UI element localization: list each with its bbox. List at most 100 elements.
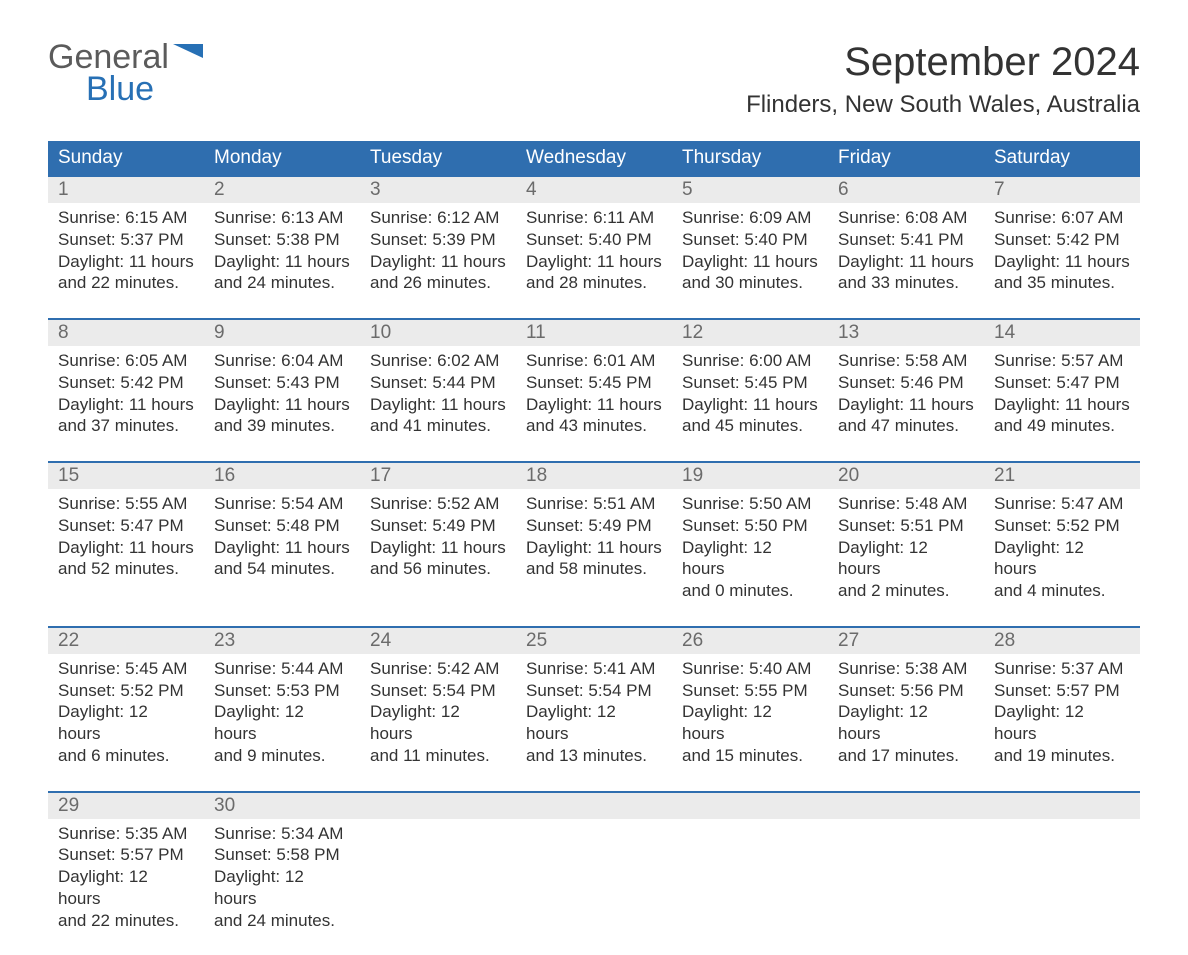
day-cell: Sunrise: 6:04 AMSunset: 5:43 PMDaylight:… (204, 346, 360, 461)
day-cell: Sunrise: 5:40 AMSunset: 5:55 PMDaylight:… (672, 654, 828, 791)
day-cell: Sunrise: 5:52 AMSunset: 5:49 PMDaylight:… (360, 489, 516, 626)
daylight-line1: Daylight: 11 hours (214, 537, 350, 559)
day-cell: Sunrise: 5:51 AMSunset: 5:49 PMDaylight:… (516, 489, 672, 626)
sunset-text: Sunset: 5:48 PM (214, 515, 350, 537)
day-cell (360, 819, 516, 955)
day-number: 14 (984, 320, 1140, 346)
day-cell (984, 819, 1140, 955)
day-number: 20 (828, 463, 984, 489)
sunrise-text: Sunrise: 6:15 AM (58, 207, 194, 229)
calendar-week: 22232425262728Sunrise: 5:45 AMSunset: 5:… (48, 626, 1140, 791)
sunset-text: Sunset: 5:52 PM (994, 515, 1130, 537)
daylight-line1: Daylight: 11 hours (370, 537, 506, 559)
daylight-line2: and 26 minutes. (370, 272, 506, 294)
day-cell: Sunrise: 5:57 AMSunset: 5:47 PMDaylight:… (984, 346, 1140, 461)
daylight-line1: Daylight: 12 hours (682, 537, 818, 581)
day-number: 3 (360, 177, 516, 203)
daylight-line1: Daylight: 11 hours (838, 394, 974, 416)
daylight-line1: Daylight: 11 hours (994, 394, 1130, 416)
day-cell: Sunrise: 5:50 AMSunset: 5:50 PMDaylight:… (672, 489, 828, 626)
sunrise-text: Sunrise: 5:48 AM (838, 493, 974, 515)
sunrise-text: Sunrise: 5:37 AM (994, 658, 1130, 680)
day-number: 23 (204, 628, 360, 654)
sunset-text: Sunset: 5:39 PM (370, 229, 506, 251)
daylight-line2: and 11 minutes. (370, 745, 506, 767)
sunrise-text: Sunrise: 5:50 AM (682, 493, 818, 515)
sunset-text: Sunset: 5:52 PM (58, 680, 194, 702)
daylight-line2: and 58 minutes. (526, 558, 662, 580)
day-number: 5 (672, 177, 828, 203)
daylight-line1: Daylight: 11 hours (214, 394, 350, 416)
sunrise-text: Sunrise: 5:35 AM (58, 823, 194, 845)
daylight-line2: and 22 minutes. (58, 910, 194, 932)
logo: General Blue (48, 40, 203, 106)
sunset-text: Sunset: 5:55 PM (682, 680, 818, 702)
sunset-text: Sunset: 5:49 PM (526, 515, 662, 537)
daylight-line2: and 13 minutes. (526, 745, 662, 767)
day-number: 2 (204, 177, 360, 203)
daylight-line2: and 0 minutes. (682, 580, 818, 602)
daylight-line2: and 6 minutes. (58, 745, 194, 767)
day-cell: Sunrise: 6:07 AMSunset: 5:42 PMDaylight:… (984, 203, 1140, 318)
daylight-line2: and 22 minutes. (58, 272, 194, 294)
day-number-row: 891011121314 (48, 320, 1140, 346)
daylight-line2: and 43 minutes. (526, 415, 662, 437)
day-cell: Sunrise: 5:47 AMSunset: 5:52 PMDaylight:… (984, 489, 1140, 626)
daylight-line2: and 19 minutes. (994, 745, 1130, 767)
day-cell: Sunrise: 6:01 AMSunset: 5:45 PMDaylight:… (516, 346, 672, 461)
daylight-line1: Daylight: 12 hours (838, 701, 974, 745)
day-cell: Sunrise: 6:08 AMSunset: 5:41 PMDaylight:… (828, 203, 984, 318)
day-number (828, 793, 984, 819)
day-number: 29 (48, 793, 204, 819)
header-row: General Blue September 2024 Flinders, Ne… (48, 40, 1140, 133)
day-number: 19 (672, 463, 828, 489)
sunset-text: Sunset: 5:47 PM (58, 515, 194, 537)
day-number: 27 (828, 628, 984, 654)
sunset-text: Sunset: 5:42 PM (994, 229, 1130, 251)
day-cell: Sunrise: 5:35 AMSunset: 5:57 PMDaylight:… (48, 819, 204, 955)
day-number (672, 793, 828, 819)
sunset-text: Sunset: 5:45 PM (682, 372, 818, 394)
daylight-line2: and 17 minutes. (838, 745, 974, 767)
day-number: 15 (48, 463, 204, 489)
sunrise-text: Sunrise: 5:38 AM (838, 658, 974, 680)
day-cell: Sunrise: 6:11 AMSunset: 5:40 PMDaylight:… (516, 203, 672, 318)
daylight-line1: Daylight: 11 hours (370, 251, 506, 273)
daylight-line1: Daylight: 12 hours (838, 537, 974, 581)
daylight-line2: and 41 minutes. (370, 415, 506, 437)
daylight-line2: and 30 minutes. (682, 272, 818, 294)
day-number: 1 (48, 177, 204, 203)
day-cell (516, 819, 672, 955)
logo-stack: General Blue (48, 40, 203, 106)
day-cell (828, 819, 984, 955)
day-number (516, 793, 672, 819)
sunrise-text: Sunrise: 5:52 AM (370, 493, 506, 515)
sunset-text: Sunset: 5:53 PM (214, 680, 350, 702)
day-number (360, 793, 516, 819)
sunrise-text: Sunrise: 6:02 AM (370, 350, 506, 372)
sunrise-text: Sunrise: 6:09 AM (682, 207, 818, 229)
title-block: September 2024 Flinders, New South Wales… (746, 40, 1140, 133)
sunset-text: Sunset: 5:43 PM (214, 372, 350, 394)
day-cell: Sunrise: 5:34 AMSunset: 5:58 PMDaylight:… (204, 819, 360, 955)
daylight-line2: and 39 minutes. (214, 415, 350, 437)
day-cell: Sunrise: 5:48 AMSunset: 5:51 PMDaylight:… (828, 489, 984, 626)
sunset-text: Sunset: 5:51 PM (838, 515, 974, 537)
day-number: 30 (204, 793, 360, 819)
daylight-line2: and 45 minutes. (682, 415, 818, 437)
sunset-text: Sunset: 5:54 PM (370, 680, 506, 702)
sunrise-text: Sunrise: 6:07 AM (994, 207, 1130, 229)
daylight-line1: Daylight: 11 hours (526, 537, 662, 559)
sunset-text: Sunset: 5:50 PM (682, 515, 818, 537)
sunset-text: Sunset: 5:41 PM (838, 229, 974, 251)
daylight-line1: Daylight: 12 hours (58, 701, 194, 745)
daylight-line2: and 4 minutes. (994, 580, 1130, 602)
day-number: 13 (828, 320, 984, 346)
day-cell (672, 819, 828, 955)
day-cell: Sunrise: 6:05 AMSunset: 5:42 PMDaylight:… (48, 346, 204, 461)
daylight-line1: Daylight: 11 hours (58, 537, 194, 559)
day-data-row: Sunrise: 5:35 AMSunset: 5:57 PMDaylight:… (48, 819, 1140, 955)
sunrise-text: Sunrise: 6:04 AM (214, 350, 350, 372)
day-number: 26 (672, 628, 828, 654)
daylight-line2: and 35 minutes. (994, 272, 1130, 294)
